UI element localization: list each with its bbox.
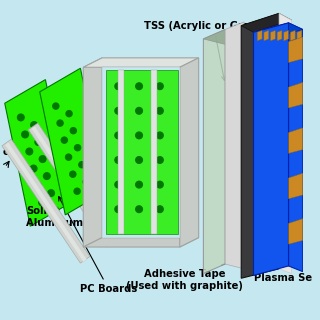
Circle shape bbox=[120, 93, 126, 99]
Circle shape bbox=[156, 206, 163, 212]
Circle shape bbox=[48, 190, 54, 196]
Circle shape bbox=[136, 181, 142, 188]
Text: Solid
Aluminum Chassis: Solid Aluminum Chassis bbox=[27, 171, 130, 228]
Circle shape bbox=[22, 131, 28, 138]
Circle shape bbox=[75, 145, 81, 151]
Circle shape bbox=[70, 171, 76, 177]
Circle shape bbox=[30, 165, 37, 172]
Circle shape bbox=[115, 181, 122, 188]
Circle shape bbox=[136, 132, 142, 139]
Text: TSS (Acrylic or Graphite): TSS (Acrylic or Graphite) bbox=[144, 21, 284, 80]
Circle shape bbox=[156, 108, 163, 114]
Polygon shape bbox=[204, 29, 255, 46]
Circle shape bbox=[139, 176, 145, 182]
Polygon shape bbox=[225, 22, 244, 269]
Circle shape bbox=[61, 137, 67, 143]
Text: Plasma Se: Plasma Se bbox=[253, 273, 312, 283]
Text: Adhesive Tape
(Used with graphite): Adhesive Tape (Used with graphite) bbox=[126, 256, 244, 291]
Circle shape bbox=[79, 162, 85, 168]
Polygon shape bbox=[289, 173, 303, 199]
Circle shape bbox=[53, 103, 59, 109]
Circle shape bbox=[136, 157, 142, 163]
Polygon shape bbox=[109, 59, 168, 195]
Polygon shape bbox=[83, 58, 199, 67]
Polygon shape bbox=[83, 58, 102, 247]
Polygon shape bbox=[284, 30, 289, 41]
Polygon shape bbox=[297, 30, 302, 41]
Polygon shape bbox=[289, 37, 303, 63]
Circle shape bbox=[39, 199, 45, 206]
Circle shape bbox=[136, 83, 142, 90]
Circle shape bbox=[74, 188, 80, 194]
Polygon shape bbox=[270, 30, 275, 41]
Circle shape bbox=[66, 154, 72, 160]
Circle shape bbox=[156, 181, 163, 188]
Polygon shape bbox=[95, 97, 183, 220]
Circle shape bbox=[115, 206, 122, 212]
Circle shape bbox=[136, 108, 142, 114]
Polygon shape bbox=[102, 67, 180, 237]
Circle shape bbox=[31, 122, 37, 128]
Text: PC Boards: PC Boards bbox=[59, 197, 137, 294]
Circle shape bbox=[52, 207, 59, 213]
Circle shape bbox=[115, 108, 122, 114]
Polygon shape bbox=[289, 83, 303, 108]
Circle shape bbox=[156, 132, 163, 139]
Polygon shape bbox=[5, 80, 71, 226]
Circle shape bbox=[70, 128, 76, 134]
Circle shape bbox=[125, 114, 131, 119]
Polygon shape bbox=[31, 126, 114, 246]
Polygon shape bbox=[106, 70, 178, 234]
Polygon shape bbox=[40, 68, 106, 215]
Circle shape bbox=[87, 196, 93, 202]
Circle shape bbox=[156, 157, 163, 163]
Circle shape bbox=[115, 132, 122, 139]
Circle shape bbox=[57, 120, 63, 126]
Circle shape bbox=[130, 134, 135, 140]
Circle shape bbox=[134, 155, 140, 161]
Polygon shape bbox=[291, 30, 295, 41]
Circle shape bbox=[136, 206, 142, 212]
Polygon shape bbox=[5, 142, 87, 262]
Polygon shape bbox=[204, 29, 225, 274]
Polygon shape bbox=[2, 139, 90, 263]
Polygon shape bbox=[264, 30, 269, 41]
Circle shape bbox=[115, 83, 122, 90]
Circle shape bbox=[35, 139, 42, 145]
Polygon shape bbox=[28, 123, 116, 247]
Circle shape bbox=[66, 111, 72, 117]
Polygon shape bbox=[97, 100, 180, 220]
Text: e: e bbox=[3, 148, 10, 157]
Circle shape bbox=[39, 156, 46, 162]
Polygon shape bbox=[277, 30, 282, 41]
Polygon shape bbox=[257, 30, 262, 41]
Polygon shape bbox=[118, 70, 124, 234]
Circle shape bbox=[83, 179, 89, 185]
Circle shape bbox=[44, 173, 50, 180]
Circle shape bbox=[26, 148, 33, 155]
Circle shape bbox=[156, 83, 163, 90]
Polygon shape bbox=[279, 13, 292, 274]
Polygon shape bbox=[289, 219, 303, 244]
Polygon shape bbox=[253, 23, 303, 39]
Polygon shape bbox=[180, 58, 199, 247]
Polygon shape bbox=[253, 23, 289, 276]
Polygon shape bbox=[289, 128, 303, 153]
Polygon shape bbox=[289, 23, 303, 272]
Polygon shape bbox=[241, 13, 279, 278]
Polygon shape bbox=[151, 70, 157, 234]
Circle shape bbox=[18, 114, 24, 121]
Polygon shape bbox=[241, 13, 292, 32]
Polygon shape bbox=[83, 237, 199, 247]
Circle shape bbox=[115, 157, 122, 163]
Circle shape bbox=[35, 182, 41, 189]
